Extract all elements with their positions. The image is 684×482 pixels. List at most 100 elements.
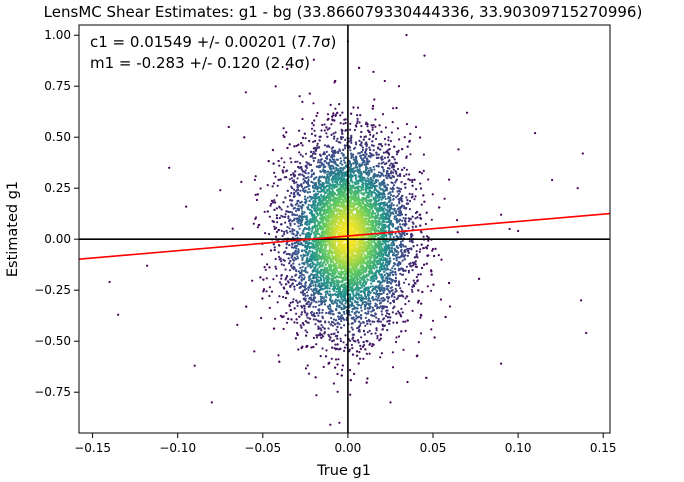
data-point <box>338 323 341 326</box>
data-point <box>377 162 381 165</box>
data-point <box>324 320 327 323</box>
data-point <box>279 257 282 260</box>
data-point <box>369 323 372 326</box>
data-point <box>395 312 398 315</box>
data-point <box>385 296 389 299</box>
data-point <box>309 317 312 320</box>
data-point <box>340 137 343 141</box>
data-point <box>355 164 358 167</box>
data-point <box>314 305 317 308</box>
data-point <box>319 180 322 183</box>
data-point <box>284 268 287 271</box>
data-point <box>385 176 388 179</box>
data-point <box>399 287 402 290</box>
data-point <box>351 328 354 331</box>
data-point <box>358 296 361 299</box>
data-point <box>275 214 278 217</box>
data-point <box>366 307 369 310</box>
data-point <box>364 282 367 285</box>
data-point <box>394 181 397 184</box>
data-point <box>306 331 309 334</box>
data-point <box>333 155 336 158</box>
data-point <box>293 321 296 324</box>
data-point <box>308 225 311 229</box>
data-point <box>367 297 371 300</box>
data-point <box>378 289 381 292</box>
data-point <box>351 181 354 184</box>
data-point <box>378 186 381 189</box>
data-point <box>427 178 430 181</box>
data-point <box>373 98 376 101</box>
data-point <box>339 157 342 160</box>
data-point <box>299 153 302 156</box>
data-point <box>313 300 316 303</box>
data-point <box>357 362 360 365</box>
data-point <box>323 327 326 330</box>
data-point <box>332 172 335 175</box>
data-point <box>421 290 424 294</box>
data-point <box>305 334 308 337</box>
data-point <box>320 336 323 339</box>
data-point <box>293 174 297 177</box>
data-point <box>312 336 315 339</box>
data-point <box>282 127 285 130</box>
data-point <box>277 178 280 181</box>
data-point <box>326 190 329 193</box>
data-point <box>390 242 393 245</box>
data-point <box>349 149 352 152</box>
data-point <box>387 156 390 159</box>
data-point <box>290 264 293 267</box>
data-point <box>390 162 393 165</box>
data-point <box>387 143 390 146</box>
data-point <box>336 321 339 324</box>
data-point <box>380 297 383 300</box>
data-point <box>413 198 416 201</box>
data-point <box>426 254 429 257</box>
data-point <box>326 118 329 121</box>
data-point <box>408 173 411 176</box>
data-point <box>360 309 363 312</box>
data-point <box>314 283 317 286</box>
data-point <box>392 264 395 268</box>
data-point <box>293 195 296 198</box>
data-point <box>290 275 294 278</box>
data-point <box>359 286 362 289</box>
data-point <box>336 337 339 340</box>
data-point <box>405 173 408 176</box>
data-point <box>351 322 354 325</box>
data-point <box>400 250 403 253</box>
data-point <box>358 165 361 168</box>
data-point <box>303 292 306 295</box>
data-point <box>379 214 382 217</box>
data-point <box>388 211 392 214</box>
data-point <box>264 232 267 235</box>
data-point <box>275 207 278 210</box>
data-point <box>391 292 395 295</box>
data-point <box>396 263 399 266</box>
data-point <box>296 160 299 163</box>
data-point <box>306 196 309 199</box>
data-point <box>306 223 309 226</box>
data-point <box>288 269 292 272</box>
data-point <box>280 263 283 266</box>
data-point <box>412 279 415 282</box>
data-point <box>320 129 323 132</box>
data-point <box>407 271 410 274</box>
data-point <box>387 136 390 139</box>
data-point <box>337 151 340 155</box>
data-point <box>273 208 276 211</box>
data-point <box>391 166 394 169</box>
data-point <box>329 308 332 311</box>
data-point <box>403 136 406 139</box>
data-point <box>339 301 342 304</box>
data-point <box>317 159 320 162</box>
data-point <box>315 216 318 219</box>
data-point <box>309 163 313 166</box>
data-point <box>297 204 300 207</box>
data-point <box>312 124 315 127</box>
data-point <box>324 165 327 168</box>
data-point <box>365 381 368 384</box>
data-point <box>371 280 374 283</box>
data-point <box>391 155 394 159</box>
data-point <box>280 229 283 232</box>
